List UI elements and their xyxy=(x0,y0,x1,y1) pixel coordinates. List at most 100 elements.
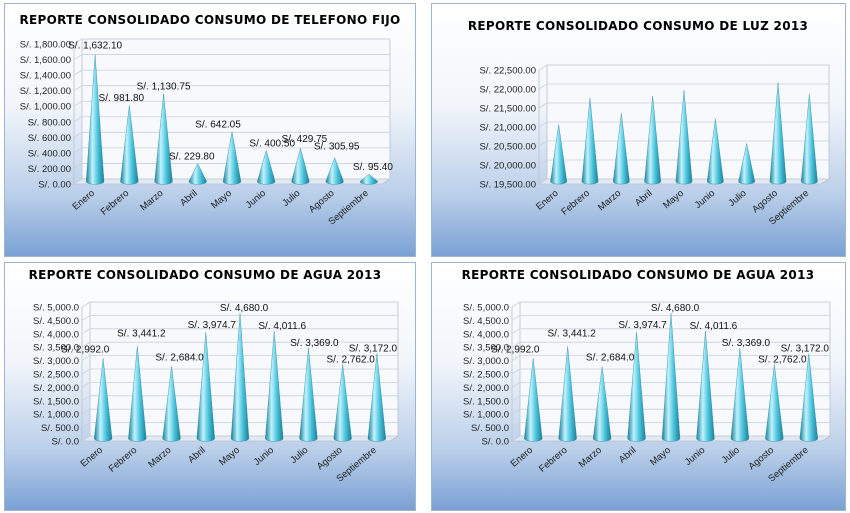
y-tick-label: S/. 3,500.0 xyxy=(33,343,79,354)
gridline xyxy=(538,140,829,147)
y-tick-label: S/. 0.0 xyxy=(482,437,509,448)
y-tick-label: S/. 1,200.00 xyxy=(20,86,71,97)
gridline xyxy=(73,38,390,45)
cone-bar-enero xyxy=(94,358,113,442)
gridline xyxy=(81,315,398,321)
cone-bar-enero xyxy=(550,124,568,185)
gridline xyxy=(511,355,830,361)
cone-bar-agosto xyxy=(765,364,784,442)
cone-bar-julio xyxy=(299,348,318,442)
data-label: S/. 4,011.6 xyxy=(258,321,306,332)
cone-bar-julio xyxy=(291,147,310,185)
y-tick-label: S/. 4,500.0 xyxy=(463,316,509,327)
cone-bar-julio xyxy=(730,348,750,442)
y-tick-label: S/. 500.0 xyxy=(41,423,79,434)
gridline xyxy=(81,435,398,442)
y-tick-label: S/. 2,500.0 xyxy=(463,370,509,381)
gridline xyxy=(538,102,829,109)
chart-panel-luz: REPORTE CONSOLIDADO CONSUMO DE LUZ 2013 S… xyxy=(431,3,846,257)
x-category-label: Enero xyxy=(71,188,97,213)
gridline xyxy=(81,355,398,361)
x-category-label: Julio xyxy=(720,445,742,466)
data-label: S/. 4,011.6 xyxy=(690,321,738,332)
cone-bar-mayo xyxy=(661,313,681,442)
data-label: S/. 2,992.0 xyxy=(491,344,540,355)
data-label: S/. 2,762.0 xyxy=(326,354,375,365)
gridline xyxy=(73,85,390,92)
chart-svg: REPORTE CONSOLIDADO CONSUMO DE LUZ 2013 S… xyxy=(468,19,831,228)
y-tick-label: S/. 22,500.00 xyxy=(479,66,536,77)
gridline xyxy=(538,64,829,71)
y-tick-label: S/. 1,400.00 xyxy=(20,71,71,82)
cone-bar-mayo xyxy=(222,131,242,185)
x-category-label: Abril xyxy=(617,445,639,466)
data-label: S/. 400.50 xyxy=(249,138,295,149)
x-category-label: Abril xyxy=(633,188,655,209)
y-tick-label: S/. 20,500.00 xyxy=(479,142,536,153)
chart-title: REPORTE CONSOLIDADO CONSUMO DE LUZ 2013 xyxy=(468,19,808,33)
gridline xyxy=(538,83,829,90)
gridline xyxy=(511,368,830,375)
y-tick-label: S/. 4,000.0 xyxy=(33,329,79,340)
y-tick-label: S/. 5,000.0 xyxy=(463,303,509,314)
gridline xyxy=(73,178,390,185)
data-label: S/. 981.80 xyxy=(99,93,145,104)
cone-bar-marzo xyxy=(162,366,181,442)
data-label: S/. 229.80 xyxy=(169,152,215,163)
cone-bar-agosto xyxy=(769,82,787,185)
x-category-label: Febrero xyxy=(559,188,592,218)
cone-bar-abril xyxy=(644,95,662,185)
data-label: S/. 3,974.7 xyxy=(618,320,667,331)
data-label: S/. 3,369.0 xyxy=(722,338,771,349)
y-tick-label: S/. 3,000.0 xyxy=(463,356,509,367)
y-tick-label: S/. 22,000.00 xyxy=(479,85,536,96)
y-tick-label: S/. 1,500.0 xyxy=(33,396,79,407)
y-tick-label: S/. 2,000.0 xyxy=(33,383,79,394)
chart-title: REPORTE CONSOLIDADO CONSUMO DE TELEFONO … xyxy=(20,13,401,27)
y-tick-label: S/. 400.00 xyxy=(28,148,71,159)
cone-bar-marzo xyxy=(612,113,630,185)
cone-bar-enero xyxy=(524,358,543,442)
chart-title: REPORTE CONSOLIDADO CONSUMO DE AGUA 2013 xyxy=(462,268,815,282)
x-category-label: Junio xyxy=(252,445,276,468)
x-category-label: Febrero xyxy=(99,188,132,218)
gridline xyxy=(511,422,830,428)
cone-bar-febrero xyxy=(581,97,599,185)
x-category-label: Marzo xyxy=(577,445,604,470)
cone-bar-septiembre xyxy=(359,173,378,185)
y-tick-label: S/. 0.0 xyxy=(52,437,79,448)
data-label: S/. 305.95 xyxy=(314,142,360,153)
gridline xyxy=(73,100,390,107)
y-tick-label: S/. 1,800.00 xyxy=(20,40,71,51)
x-category-label: Mayo xyxy=(209,188,234,211)
gridline xyxy=(538,178,829,185)
x-category-label: Febrero xyxy=(537,445,570,475)
x-category-label: Marzo xyxy=(596,188,623,213)
cone-bar-enero xyxy=(86,54,105,185)
y-tick-label: S/. 0.00 xyxy=(38,180,71,191)
gridline xyxy=(538,159,829,166)
data-label: S/. 1,130.75 xyxy=(137,82,191,93)
cone-bar-junio xyxy=(265,330,284,442)
gridline xyxy=(511,382,830,388)
cone-bar-junio xyxy=(257,149,276,185)
data-label: S/. 3,172.0 xyxy=(781,343,830,354)
cone-bar-septiembre xyxy=(800,94,818,185)
data-label: S/. 3,172.0 xyxy=(349,343,398,354)
y-tick-label: S/. 1,500.0 xyxy=(463,396,509,407)
data-label: S/. 4,680.0 xyxy=(651,303,700,314)
gridline xyxy=(73,147,390,154)
gridline xyxy=(81,301,398,308)
data-label: S/. 3,369.0 xyxy=(290,338,339,349)
y-tick-label: S/. 4,500.0 xyxy=(33,316,79,327)
cone-bar-mayo xyxy=(230,313,250,442)
x-category-label: Mayo xyxy=(661,188,686,211)
x-category-label: Agosto xyxy=(315,445,345,472)
x-category-label: Marzo xyxy=(146,445,173,470)
cone-bar-febrero xyxy=(128,346,147,442)
data-label: S/. 4,680.0 xyxy=(220,303,269,314)
gridline xyxy=(81,382,398,388)
cone-bar-marzo xyxy=(592,366,612,442)
y-tick-label: S/. 2,000.0 xyxy=(463,383,509,394)
y-tick-label: S/. 4,000.0 xyxy=(463,329,509,340)
